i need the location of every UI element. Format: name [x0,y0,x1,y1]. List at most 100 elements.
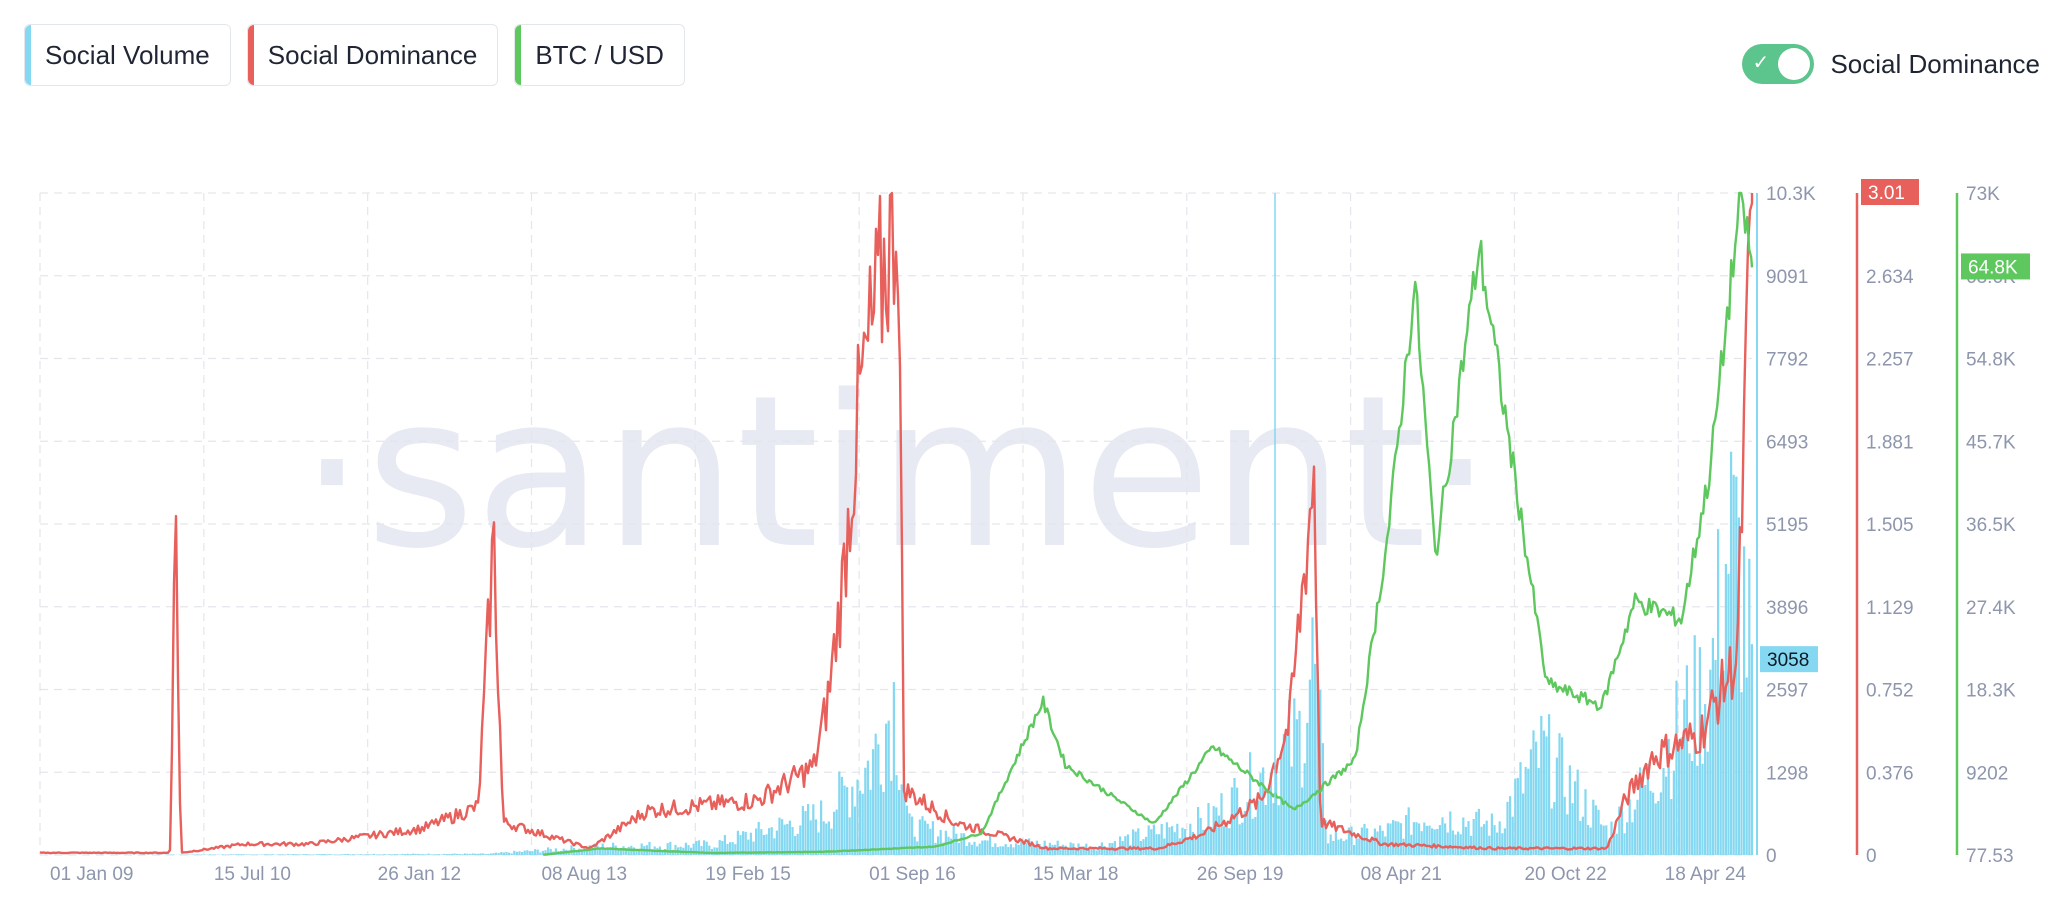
x-tick-label: 15 Jul 10 [214,864,291,885]
social-volume-bar [931,821,934,855]
social-volume-bar [375,854,378,855]
social-volume-bar [1282,733,1285,855]
social-volume-bar [1592,799,1595,855]
social-volume-bar [804,811,807,855]
social-volume-bar [1345,839,1348,855]
social-volume-bar [617,849,620,855]
social-volume-bar [1397,821,1400,855]
social-volume-bar [1488,835,1491,855]
social-volume-bar [396,854,399,855]
btc-usd-tick-label: 77.53 [1966,846,2014,867]
social-volume-bar [1675,680,1678,855]
social-volume-bar [1618,806,1621,855]
social-dominance-toggle[interactable]: ✓ [1742,44,1815,84]
social-volume-bar [957,842,960,855]
social-volume-bar [346,853,349,855]
social-volume-bar [1371,836,1374,855]
social-volume-bar [869,789,872,855]
social-volume-bar [1399,823,1402,855]
social-volume-bar [1285,731,1288,855]
social-volume-bar [1306,722,1309,855]
btc-usd-swatch [515,25,522,85]
social-volume-bar [521,852,524,855]
legend-label: BTC / USD [535,39,664,70]
toggle-label: Social Dominance [1830,48,2040,79]
social-volume-bar [1064,845,1067,855]
legend-social-volume-button[interactable]: Social Volume [24,24,231,86]
social-volume-bar [1311,617,1314,855]
social-volume-bar [991,846,994,855]
social-volume-bar [635,850,638,855]
social-volume-bar [461,854,464,855]
social-volume-bar [1277,805,1280,855]
social-volume-bar [1061,844,1064,855]
social-volume-bar [1529,749,1532,855]
social-volume-bar [1649,790,1652,855]
social-volume-bar [1152,824,1155,855]
social-volume-bar [1524,766,1527,855]
social-volume-bar [903,794,906,855]
social-volume-bar [1230,787,1233,855]
legend-btc-usd-button[interactable]: BTC / USD [514,24,685,86]
social-volume-bar [391,854,394,855]
social-volume-bar [905,805,908,855]
social-volume-bar [1574,781,1577,855]
social-volume-bar [1446,832,1449,855]
social-volume-bar [393,854,396,855]
social-volume-bar [453,853,456,855]
social-volume-bar [388,854,391,855]
social-volume-bar [1670,799,1673,855]
social-volume-bar [320,854,323,855]
social-volume-bar [773,838,776,855]
social-volume-bar [1080,849,1083,855]
social-volume-bar [1459,834,1462,855]
social-volume-bar [708,845,711,855]
social-volume-bar [622,846,625,855]
social-volume-bar [781,819,784,855]
social-volume-bar [757,821,760,855]
social-volume-bar [526,850,529,855]
social-volume-bar [1158,834,1161,855]
social-volume-bar [427,853,430,855]
social-volume-bar [349,854,352,855]
social-volume-bar [1745,677,1748,855]
social-volume-current-badge: 3058 [1767,650,1809,671]
social-volume-bar [1532,730,1535,855]
social-volume-bar [1347,827,1350,855]
social-volume-bar [372,853,375,855]
social-volume-bar [1714,660,1717,855]
social-volume-bar [1561,737,1564,855]
social-dominance-current-badge: 3.01 [1868,183,1905,204]
social-volume-bar [541,850,544,855]
social-volume-bar [1503,828,1506,855]
social-volume-bar [1389,823,1392,855]
social-volume-bar [1254,816,1257,855]
social-volume-bar [1584,789,1587,855]
social-volume-bar [539,852,542,855]
social-volume-bar [866,760,869,855]
social-volume-bar [305,854,308,855]
social-volume-bar [960,833,963,855]
social-volume-bar [1462,817,1465,855]
social-volume-bar [1022,843,1025,855]
social-volume-bar [570,845,573,855]
social-volume-bar [1522,793,1525,855]
social-volume-bar [861,793,864,855]
social-volume-bar [1579,820,1582,855]
social-volume-bar [365,854,368,855]
social-volume-tick-label: 0 [1766,846,1777,867]
social-volume-tick-label: 3896 [1766,598,1808,619]
x-tick-label: 01 Jan 09 [50,864,133,885]
social-volume-bar [716,847,719,855]
social-volume-bar [448,854,451,855]
btc-usd-tick-label: 9202 [1966,763,2008,784]
social-volume-bar [1314,663,1317,855]
social-volume-bar [445,854,448,855]
social-volume-bar [492,853,495,855]
social-volume-bar [986,840,989,855]
social-volume-bar [1142,839,1145,855]
legend-social-dominance-button[interactable]: Social Dominance [246,24,499,86]
social-volume-bar [1106,848,1109,855]
social-volume-bar [554,848,557,855]
social-volume-bar [994,843,997,855]
